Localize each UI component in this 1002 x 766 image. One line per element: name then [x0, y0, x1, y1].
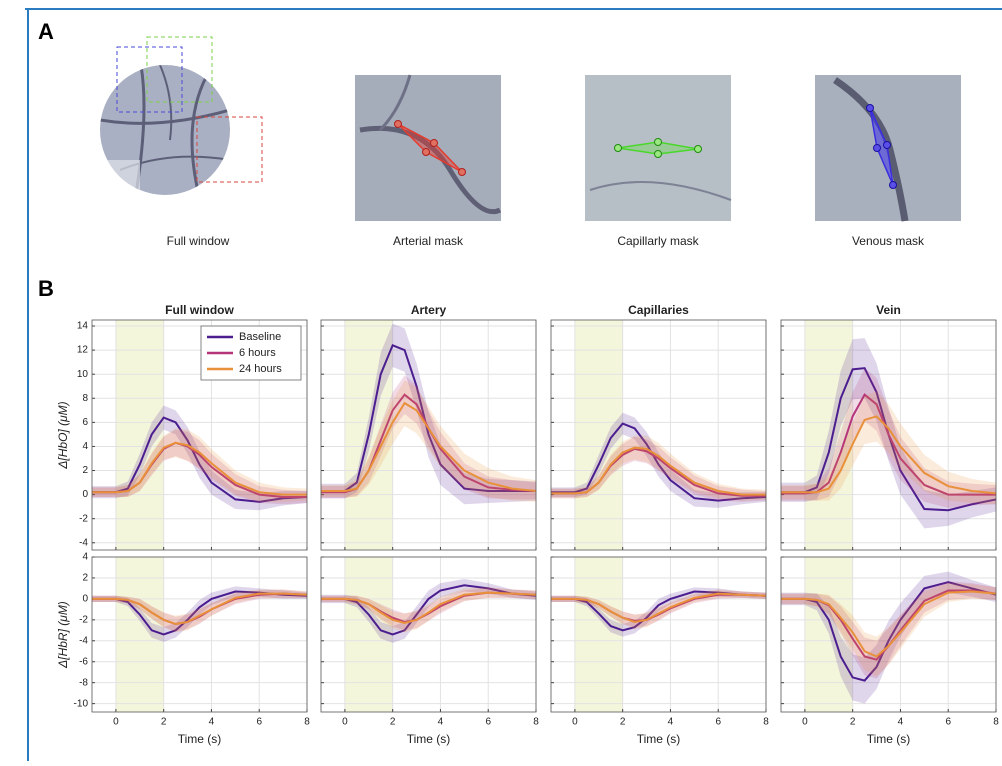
y-tick-label: -2 — [79, 614, 88, 625]
image-caption: Capillarly mask — [617, 234, 699, 248]
x-tick-label: 2 — [390, 717, 396, 728]
y-tick-label: -6 — [79, 656, 88, 667]
x-tick-label: 2 — [850, 717, 856, 728]
x-tick-label: 6 — [256, 717, 262, 728]
y-tick-label: -2 — [79, 513, 88, 524]
x-tick-label: 2 — [161, 717, 167, 728]
chart-title: Artery — [411, 303, 447, 317]
y-axis-label: Δ[HbO] (μM) — [56, 401, 70, 469]
y-tick-label: 8 — [82, 393, 88, 404]
venous-mask-image — [815, 75, 961, 221]
y-tick-label: 14 — [77, 321, 89, 332]
legend-label: Baseline — [239, 331, 281, 343]
chart-title: Full window — [165, 303, 234, 317]
panel-label: B — [38, 276, 54, 301]
x-tick-label: 8 — [304, 717, 310, 728]
x-tick-label: 2 — [620, 717, 626, 728]
y-tick-label: 0 — [82, 489, 88, 500]
x-tick-label: 8 — [763, 717, 769, 728]
arterial-mask-image — [355, 75, 501, 221]
y-tick-label: -10 — [74, 698, 89, 709]
chart-title: Capillaries — [628, 303, 689, 317]
x-tick-label: 4 — [438, 717, 444, 728]
y-tick-label: 6 — [82, 417, 88, 428]
x-tick-label: 6 — [485, 717, 491, 728]
x-tick-label: 8 — [533, 717, 539, 728]
y-tick-label: 4 — [82, 552, 88, 563]
chart-title: Vein — [876, 303, 901, 317]
x-tick-label: 6 — [945, 717, 951, 728]
y-tick-label: 2 — [82, 573, 88, 584]
x-axis-label: Time (s) — [407, 732, 451, 746]
y-tick-label: -8 — [79, 677, 88, 688]
y-tick-label: -4 — [79, 635, 88, 646]
image-caption: Arterial mask — [393, 234, 464, 248]
x-tick-label: 0 — [113, 717, 119, 728]
x-tick-label: 4 — [898, 717, 904, 728]
y-tick-label: 4 — [82, 441, 88, 452]
x-tick-label: 0 — [572, 717, 578, 728]
legend-label: 24 hours — [239, 363, 282, 375]
figure: A B Full window Arterial mask Capillarly… — [0, 0, 1002, 761]
x-tick-label: 6 — [715, 717, 721, 728]
y-tick-label: 12 — [77, 345, 89, 356]
x-tick-label: 0 — [342, 717, 348, 728]
x-axis-label: Time (s) — [867, 732, 911, 746]
y-tick-label: 0 — [82, 594, 88, 605]
capillary-mask-image — [585, 75, 731, 221]
panel-label: A — [38, 19, 54, 44]
y-tick-label: 2 — [82, 465, 88, 476]
y-axis-label: Δ[HbR] (μM) — [56, 601, 70, 669]
y-tick-label: -4 — [79, 537, 88, 548]
x-tick-label: 8 — [993, 717, 999, 728]
image-caption: Venous mask — [852, 234, 925, 248]
full-window-image — [100, 37, 262, 200]
stimulus-shade — [575, 557, 623, 712]
y-tick-label: 10 — [77, 369, 89, 380]
x-tick-label: 0 — [802, 717, 808, 728]
legend-label: 6 hours — [239, 347, 276, 359]
x-tick-label: 4 — [668, 717, 674, 728]
x-tick-label: 4 — [209, 717, 215, 728]
x-axis-label: Time (s) — [637, 732, 681, 746]
image-caption: Full window — [167, 234, 230, 248]
x-axis-label: Time (s) — [178, 732, 222, 746]
